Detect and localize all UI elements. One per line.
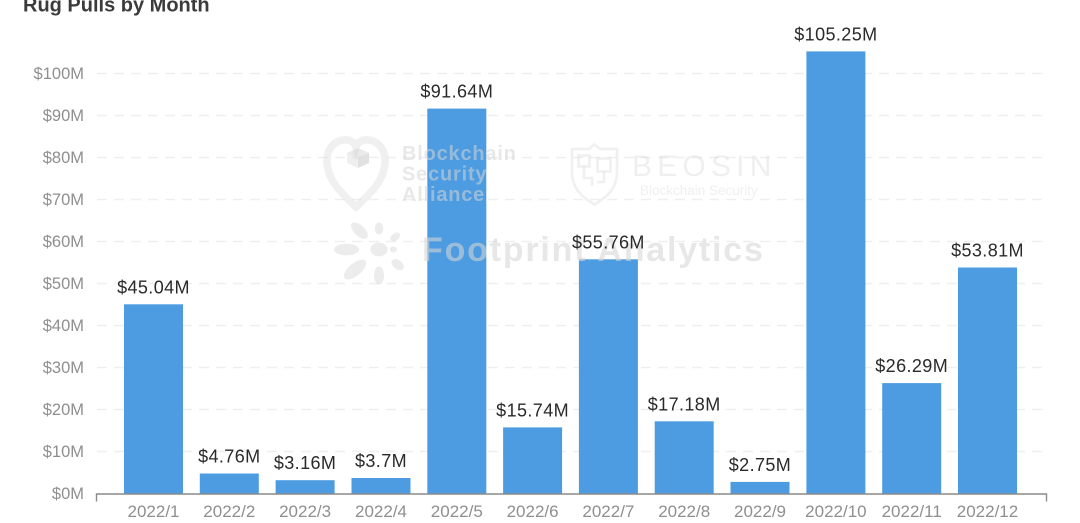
svg-text:BEOSIN: BEOSIN [632, 150, 777, 183]
svg-text:2022/5: 2022/5 [431, 502, 483, 521]
svg-text:2022/7: 2022/7 [582, 502, 634, 521]
svg-text:$15.74M: $15.74M [496, 400, 569, 420]
svg-text:$40M: $40M [43, 317, 84, 335]
svg-text:Blockchain: Blockchain [402, 143, 517, 165]
svg-text:2022/2: 2022/2 [203, 502, 255, 521]
svg-text:$105.25M: $105.25M [794, 24, 877, 44]
svg-text:Alliance: Alliance [402, 184, 485, 206]
svg-text:2022/3: 2022/3 [279, 502, 331, 521]
svg-text:$55.76M: $55.76M [572, 232, 645, 252]
svg-text:Rug Pulls by Month: Rug Pulls by Month [23, 0, 210, 17]
svg-text:Security: Security [402, 164, 487, 186]
svg-text:2022/6: 2022/6 [507, 502, 559, 521]
svg-text:2022/4: 2022/4 [355, 502, 407, 521]
svg-text:Blockchain Security: Blockchain Security [640, 183, 758, 198]
svg-text:Footprint Analytics: Footprint Analytics [422, 231, 765, 269]
svg-text:$30M: $30M [43, 359, 84, 377]
svg-text:$50M: $50M [43, 275, 84, 293]
svg-text:$4.76M: $4.76M [198, 447, 260, 467]
svg-text:$0M: $0M [52, 485, 84, 503]
svg-text:$3.7M: $3.7M [355, 451, 407, 471]
svg-text:2022/1: 2022/1 [128, 502, 180, 521]
svg-text:2022/11: 2022/11 [882, 502, 942, 521]
svg-text:$60M: $60M [43, 233, 84, 251]
svg-text:2022/9: 2022/9 [734, 502, 786, 521]
svg-text:2022/10: 2022/10 [805, 502, 866, 521]
svg-text:2022/8: 2022/8 [658, 502, 710, 521]
svg-text:$26.29M: $26.29M [875, 356, 948, 376]
svg-text:$90M: $90M [43, 107, 84, 125]
svg-text:$10M: $10M [43, 443, 84, 461]
svg-text:$80M: $80M [43, 149, 84, 167]
svg-text:$20M: $20M [43, 401, 84, 419]
svg-text:$70M: $70M [43, 191, 84, 209]
svg-text:$2.75M: $2.75M [729, 455, 791, 475]
svg-text:$3.16M: $3.16M [274, 453, 336, 473]
svg-text:$53.81M: $53.81M [951, 241, 1024, 261]
svg-text:2022/12: 2022/12 [957, 502, 1018, 521]
svg-text:$91.64M: $91.64M [420, 82, 493, 102]
svg-text:$17.18M: $17.18M [648, 394, 721, 414]
svg-text:$100M: $100M [34, 65, 84, 83]
svg-text:$45.04M: $45.04M [117, 277, 190, 297]
